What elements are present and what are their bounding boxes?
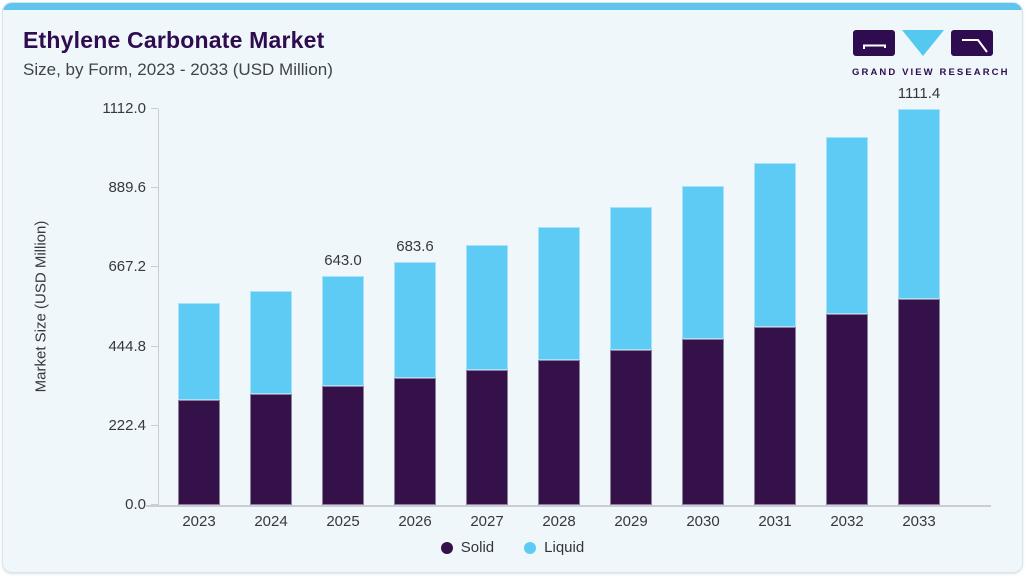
page-subtitle: Size, by Form, 2023 - 2033 (USD Million) bbox=[23, 60, 333, 79]
page-title: Ethylene Carbonate Market bbox=[23, 27, 325, 53]
bar-segment-liquid-2023 bbox=[178, 303, 220, 401]
bar-segment-liquid-2026 bbox=[394, 261, 436, 379]
y-axis-title: Market Size (USD Million) bbox=[32, 220, 50, 393]
bar-2030 bbox=[682, 185, 724, 505]
bar-segment-solid-2031 bbox=[754, 326, 796, 505]
x-tick-label-2027: 2027 bbox=[470, 513, 504, 530]
x-tick-label-2032: 2032 bbox=[830, 513, 864, 530]
legend-label-solid: Solid bbox=[460, 539, 495, 556]
y-tick-label: 1112.0 bbox=[102, 100, 146, 117]
bar-segment-liquid-2024 bbox=[250, 290, 292, 394]
bar-2028 bbox=[538, 226, 580, 505]
y-tick-mark bbox=[151, 108, 158, 109]
legend-item-solid: Solid bbox=[440, 539, 495, 556]
legend-item-liquid: Liquid bbox=[524, 539, 584, 556]
bar-value-label-2025: 643.0 bbox=[324, 252, 362, 270]
chart-header: Ethylene Carbonate Market Size, by Form,… bbox=[23, 27, 333, 80]
y-tick-mark bbox=[151, 504, 158, 505]
bar-segment-solid-2032 bbox=[826, 313, 868, 505]
x-tick-label-2025: 2025 bbox=[326, 513, 360, 530]
y-tick-label: 889.6 bbox=[108, 179, 146, 197]
bar-2027 bbox=[466, 244, 508, 505]
bar-segment-solid-2026 bbox=[394, 378, 436, 505]
gvr-logo-icon bbox=[853, 30, 993, 56]
legend-label-liquid: Liquid bbox=[544, 539, 585, 556]
bar-2023 bbox=[178, 303, 220, 505]
legend-swatch-liquid-icon bbox=[524, 541, 537, 554]
y-tick-label: 0.0 bbox=[125, 496, 146, 513]
x-tick-label-2024: 2024 bbox=[254, 513, 288, 530]
y-axis-line bbox=[158, 109, 159, 505]
bar-2033 bbox=[898, 109, 940, 505]
bar-segment-solid-2029 bbox=[610, 350, 652, 505]
bar-2026 bbox=[394, 261, 436, 505]
x-tick-label-2026: 2026 bbox=[398, 513, 432, 530]
bar-segment-solid-2028 bbox=[538, 360, 580, 505]
chart-legend: Solid Liquid bbox=[3, 539, 1022, 556]
bar-2024 bbox=[250, 290, 292, 505]
grand-view-research-logo: GRAND VIEW RESEARCH bbox=[852, 29, 1010, 78]
bar-segment-liquid-2030 bbox=[682, 185, 724, 340]
bar-value-label-2033: 1111.4 bbox=[897, 85, 941, 103]
x-tick-label-2023: 2023 bbox=[182, 513, 216, 530]
y-tick-label: 444.8 bbox=[108, 337, 146, 355]
bar-segment-liquid-2028 bbox=[538, 226, 580, 361]
gvr-logo-text: GRAND VIEW RESEARCH bbox=[852, 67, 1010, 78]
bar-segment-solid-2033 bbox=[898, 299, 940, 505]
x-axis-line bbox=[146, 505, 991, 507]
y-tick-mark bbox=[151, 187, 158, 189]
bar-segment-liquid-2032 bbox=[826, 137, 868, 314]
y-tick-mark bbox=[151, 424, 158, 426]
bar-segment-liquid-2031 bbox=[754, 162, 796, 327]
bar-value-label-2026: 683.6 bbox=[396, 237, 434, 255]
x-tick-label-2030: 2030 bbox=[686, 513, 720, 530]
y-tick-label: 667.2 bbox=[108, 258, 146, 276]
x-tick-label-2028: 2028 bbox=[542, 513, 576, 530]
bar-segment-solid-2023 bbox=[178, 400, 220, 505]
bar-2032 bbox=[826, 137, 868, 505]
bar-segment-solid-2030 bbox=[682, 339, 724, 505]
bar-segment-liquid-2029 bbox=[610, 207, 652, 351]
accent-strip bbox=[3, 3, 1022, 10]
plot-area bbox=[146, 109, 991, 507]
bar-2029 bbox=[610, 207, 652, 505]
x-tick-label-2033: 2033 bbox=[902, 513, 936, 530]
bar-2025 bbox=[322, 276, 364, 505]
legend-swatch-solid-icon bbox=[440, 541, 453, 554]
bar-segment-solid-2024 bbox=[250, 393, 292, 505]
bar-2031 bbox=[754, 162, 796, 505]
bar-segment-liquid-2027 bbox=[466, 244, 508, 370]
y-tick-label: 222.4 bbox=[108, 416, 146, 434]
x-tick-label-2029: 2029 bbox=[614, 513, 648, 530]
y-tick-mark bbox=[151, 345, 158, 347]
bar-segment-liquid-2025 bbox=[322, 276, 364, 386]
x-tick-label-2031: 2031 bbox=[758, 513, 792, 530]
bar-segment-liquid-2033 bbox=[898, 109, 940, 300]
y-tick-mark bbox=[151, 266, 158, 268]
bar-segment-solid-2025 bbox=[322, 385, 364, 505]
bar-segment-solid-2027 bbox=[466, 369, 508, 505]
